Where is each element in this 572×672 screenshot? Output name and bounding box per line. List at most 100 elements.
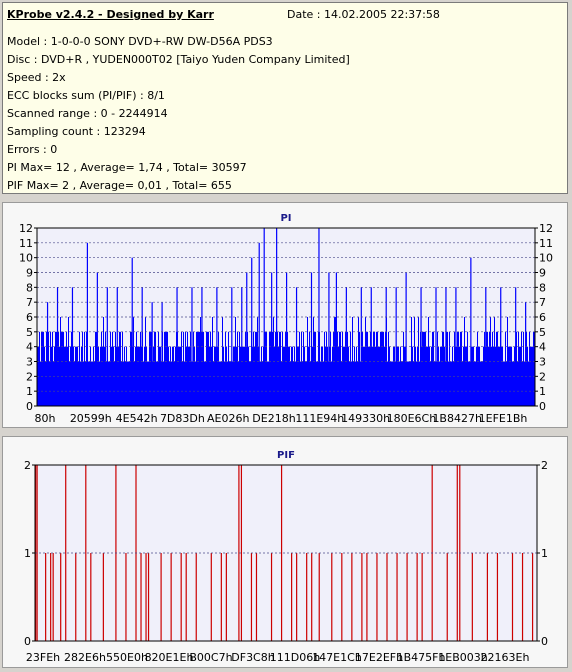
pif-bar <box>210 553 212 641</box>
pi-bar <box>197 331 198 406</box>
pi-bar <box>413 361 414 406</box>
pi-bar <box>422 331 423 406</box>
pi-bar <box>143 361 144 406</box>
y-tick-label: 0 <box>24 635 31 648</box>
pi-bar <box>505 331 506 406</box>
pi-bar <box>385 331 386 406</box>
pi-bar <box>205 361 206 406</box>
pi-peak-bar <box>258 242 260 406</box>
x-tick-label: 111E94h <box>295 412 344 425</box>
pif-chart: PIF 0 0 1 1 2 2 23FEh 282E6h 550E0h820E1EhB00C7hD… <box>24 450 548 664</box>
y-tick-label-right: 6 <box>539 311 546 324</box>
pi-bar <box>66 331 67 406</box>
pi-bar <box>382 331 383 406</box>
pi-bar <box>293 361 294 406</box>
pi-bar <box>104 346 105 406</box>
y-tick-label: 2 <box>26 370 33 383</box>
pi-bar <box>327 346 328 406</box>
pi-bar <box>347 331 348 406</box>
y-tick-label-right: 4 <box>539 341 546 354</box>
pi-bar <box>272 331 273 406</box>
pi-bar <box>288 346 289 406</box>
pi-bar <box>410 361 411 406</box>
pi-bar <box>249 361 250 406</box>
pi-bar <box>208 331 209 406</box>
y-tick-label: 2 <box>24 459 31 472</box>
scan-date: Date : 14.02.2005 22:37:58 <box>287 8 440 21</box>
pi-bar <box>41 331 42 406</box>
x-tick-label: 149330h <box>341 412 390 425</box>
pi-bar <box>416 361 417 406</box>
pi-bar <box>295 361 296 406</box>
pi-bar <box>423 331 424 406</box>
pi-bar <box>419 361 420 406</box>
pif-bar <box>85 465 87 641</box>
pi-peak-bar <box>131 257 133 406</box>
pi-bar <box>155 331 156 406</box>
x-tick-label: 23FEh <box>26 651 60 664</box>
pi-bar <box>129 361 130 406</box>
pi-bar <box>111 346 112 406</box>
pi-bar <box>432 331 433 406</box>
pif-bar <box>145 553 147 641</box>
pi-bar <box>463 346 464 406</box>
pi-bar <box>489 331 490 406</box>
pi-bar <box>506 361 507 406</box>
pi-bar <box>383 331 384 406</box>
pi-bar <box>402 361 403 406</box>
pi-bar <box>384 346 385 406</box>
pi-bar <box>442 331 443 406</box>
pi-bar <box>367 331 368 406</box>
pi-bar <box>310 361 311 406</box>
pi-bar <box>110 331 111 406</box>
pi-bar <box>260 361 261 406</box>
pi-bar <box>391 361 392 406</box>
pi-bar <box>484 331 485 406</box>
pi-bar <box>204 361 205 406</box>
x-tick-label: 282E6h <box>64 651 106 664</box>
pi-bar <box>130 331 131 406</box>
pi-peak-bar <box>106 287 108 406</box>
pi-peak-bar <box>295 287 298 406</box>
pi-bar <box>169 361 170 406</box>
pi-peak-bar <box>46 302 49 406</box>
pi-bar <box>480 361 481 406</box>
pi-bar <box>100 346 101 406</box>
pi-bar <box>324 331 325 406</box>
pi-bar <box>99 361 100 406</box>
pi-bar <box>475 361 476 406</box>
x-tick-label: 4E542h <box>116 412 158 425</box>
pi-bar <box>116 346 117 406</box>
pif-bar <box>291 553 293 641</box>
pi-bar <box>447 331 448 406</box>
pi-bar <box>220 361 221 406</box>
info-panel: KProbe v2.4.2 - Designed by Karr Date : … <box>2 2 568 194</box>
x-tick-label: 1B475Fh <box>397 651 446 664</box>
plot-area <box>34 464 538 642</box>
pi-bar <box>481 361 482 406</box>
pi-bar <box>268 361 269 406</box>
pi-bar <box>121 361 122 406</box>
pif-bar <box>471 553 473 641</box>
pi-bar <box>464 317 465 406</box>
pi-bar <box>239 331 240 406</box>
pi-bar <box>479 346 480 406</box>
pif-bar <box>160 553 162 641</box>
pi-bar <box>285 331 286 406</box>
pi-peak-bar <box>405 272 407 406</box>
pi-bar <box>125 361 126 406</box>
pi-bar <box>160 346 161 406</box>
pi-bar <box>520 346 521 406</box>
pi-bar <box>461 331 462 406</box>
pif-bar <box>296 553 298 641</box>
pi-bar <box>282 331 283 406</box>
pi-bar <box>236 346 237 406</box>
pif-chart-panel: PIF 0 0 1 1 2 2 23FEh 282E6h 550E0h 820E1Eh B00C7h D… <box>2 436 568 668</box>
y-tick-label: 1 <box>26 385 33 398</box>
pi-bar <box>61 331 62 406</box>
pif-bar <box>406 553 408 641</box>
pi-peak-bar <box>231 287 233 406</box>
pi-bar <box>69 361 70 406</box>
pi-bar <box>224 361 225 406</box>
pif-bar <box>45 553 47 641</box>
